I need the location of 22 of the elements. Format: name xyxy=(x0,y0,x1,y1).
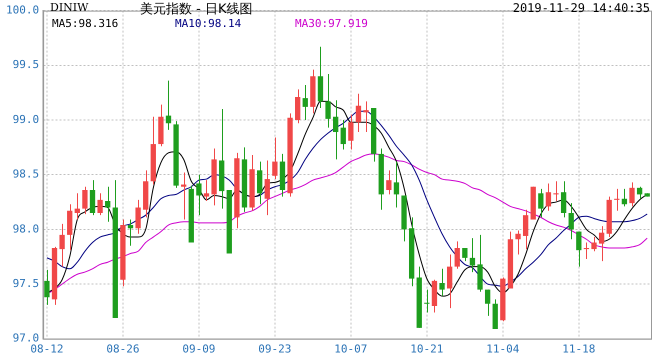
text: MA5:98.316 xyxy=(52,17,118,30)
x-tick-label: 11-04 xyxy=(486,342,520,356)
y-tick-label: 98.0 xyxy=(12,222,40,236)
y-tick-label: 99.0 xyxy=(12,112,40,126)
x-tick-label: 10-07 xyxy=(334,342,368,356)
x-tick-label: 09-23 xyxy=(258,342,292,356)
chart-title: 美元指数 - 日K线图 xyxy=(140,1,252,18)
x-tick-label: 10-21 xyxy=(410,342,444,356)
x-tick-label: 09-09 xyxy=(182,342,216,356)
y-tick-label: 100.0 xyxy=(6,3,40,16)
y-tick-label: 97.0 xyxy=(12,332,40,345)
annotation: 2019-11-29 14:40:35 xyxy=(512,1,650,15)
y-tick-label: 97.5 xyxy=(12,276,40,290)
text: MA30:97.919 xyxy=(295,17,368,30)
chart-subtitle: DINIW xyxy=(50,1,88,14)
text: MA10:98.14 xyxy=(175,17,242,30)
y-tick-label: 99.5 xyxy=(12,58,40,72)
x-tick-label: 08-26 xyxy=(106,342,140,356)
y-tick-label: 98.5 xyxy=(12,168,40,181)
x-tick-label: 11-18 xyxy=(562,342,596,356)
x-tick-label: 08-12 xyxy=(30,342,64,356)
candlestick xyxy=(424,289,430,314)
